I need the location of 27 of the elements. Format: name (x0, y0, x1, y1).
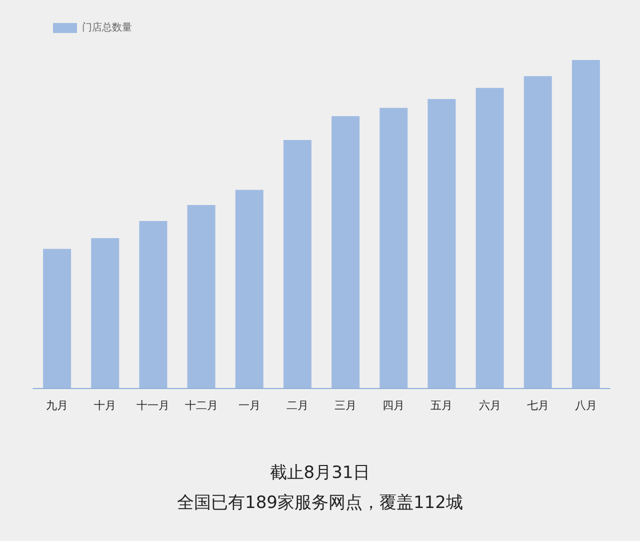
x-tick-label: 十二月 (184, 399, 218, 412)
x-tick-label: 十一月 (136, 399, 170, 412)
x-tick-label: 九月 (46, 399, 68, 412)
bar (476, 88, 504, 388)
x-tick-label: 四月 (382, 399, 405, 412)
bar (43, 248, 72, 388)
x-tick-label: 六月 (478, 399, 501, 412)
x-tick-label: 三月 (334, 399, 357, 412)
text: 全国已有189家服务网点，覆盖112城 (176, 492, 464, 515)
text: 截止8月31日 (268, 462, 372, 485)
x-tick-label: 十月 (94, 399, 116, 412)
bar (91, 238, 120, 388)
x-tick-label: 七月 (526, 399, 549, 412)
bar (187, 204, 216, 388)
bar (283, 140, 312, 388)
bar (428, 99, 456, 388)
bar (572, 60, 600, 388)
x-tick-label: 八月 (574, 399, 597, 412)
x-tick-label: 二月 (286, 399, 308, 412)
bar (380, 108, 408, 388)
bar (235, 190, 264, 388)
legend-label: 门店总数量 (82, 22, 132, 34)
bar (524, 76, 552, 388)
bar (332, 116, 360, 388)
x-tick-label: 五月 (430, 399, 453, 412)
bar (139, 221, 168, 388)
x-tick-label: 一月 (238, 399, 260, 412)
